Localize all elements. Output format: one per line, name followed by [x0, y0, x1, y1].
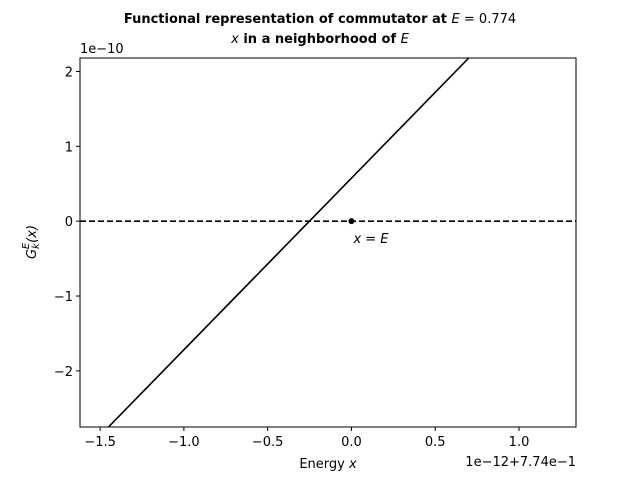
- x-tick-label: 0.5: [425, 435, 446, 450]
- y-tick-label: 2: [65, 65, 73, 80]
- x-tick-label: −1.5: [84, 435, 116, 450]
- series-layer: [80, 58, 576, 427]
- y-tick-label: 1: [65, 140, 73, 155]
- point-x-equals-e: [348, 218, 355, 225]
- y-tick-label: −2: [54, 365, 73, 380]
- x-tick-label: −0.5: [252, 435, 284, 450]
- y-offset-label: 1e−10: [80, 42, 124, 57]
- x-tick-label: 0.0: [341, 435, 362, 450]
- chart-title-line1: Functional representation of commutator …: [124, 12, 516, 27]
- x-tick-label: 1.0: [509, 435, 530, 450]
- x-axis-label: Energy x: [299, 457, 357, 472]
- chart-title-line2: x in a neighborhood of E: [230, 32, 410, 47]
- plot-frame: [79, 57, 577, 428]
- x-tick-label: −1.0: [168, 435, 200, 450]
- ticks-layer: −1.5 −1.0 −0.5 0.0 0.5 1.0 2 1 0 −1 −2: [54, 65, 530, 450]
- y-tick-label: 0: [65, 215, 73, 230]
- y-tick-label: −1: [54, 290, 73, 305]
- x-offset-label: 1e−12+7.74e−1: [465, 455, 576, 470]
- y-axis-label: GkE(x): [21, 225, 42, 259]
- annotation-x-equals-e: x = E: [352, 232, 389, 247]
- series-commutator-line: [107, 58, 470, 427]
